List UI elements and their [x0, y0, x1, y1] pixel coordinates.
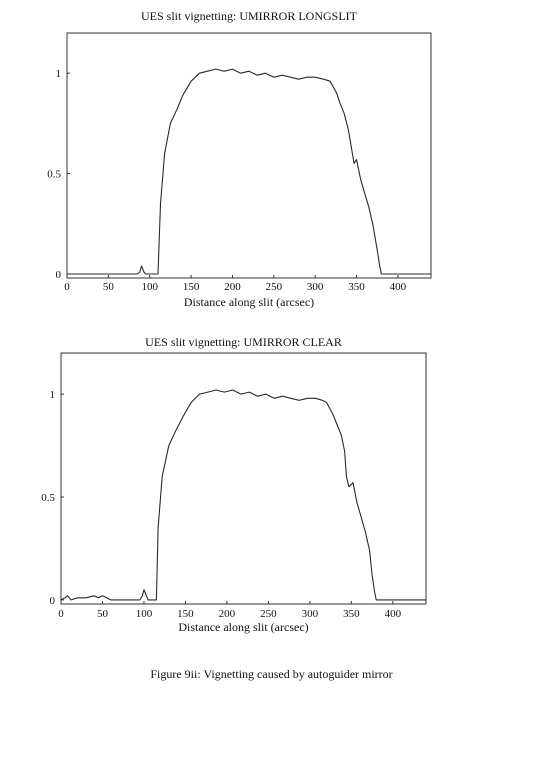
- x-tick-label: 250: [266, 281, 283, 293]
- x-tick-label: 150: [183, 281, 200, 293]
- figure-caption: Figure 9ii: Vignetting caused by autogui…: [150, 667, 393, 681]
- y-tick-label: 0.5: [47, 169, 61, 181]
- plot-frame: [60, 352, 427, 605]
- x-tick-label: 0: [64, 281, 70, 293]
- y-tick-label: 1: [50, 389, 56, 401]
- x-tick-label: 50: [97, 608, 109, 620]
- x-tick-label: 400: [385, 608, 402, 620]
- y-tick-label: 0: [50, 595, 56, 607]
- x-tick-label: 200: [219, 608, 236, 620]
- x-tick-label: 350: [348, 281, 365, 293]
- x-tick-label: 150: [177, 608, 194, 620]
- series-line: [60, 389, 426, 601]
- x-tick-label: 350: [343, 608, 360, 620]
- x-axis-label: Distance along slit (arcsec): [184, 295, 314, 309]
- chart-longslit: UES slit vignetting: UMIRROR LONGSLIT 0 50…: [47, 9, 432, 309]
- x-tick-label: 250: [260, 608, 277, 620]
- x-tick-label: 400: [390, 281, 407, 293]
- series-line: [67, 68, 431, 275]
- x-tick-label: 100: [141, 281, 158, 293]
- y-tick-label: 0.5: [41, 492, 55, 504]
- x-tick-label: 300: [302, 608, 319, 620]
- y-tick-label: 0: [56, 269, 62, 281]
- x-tick-label: 50: [103, 281, 115, 293]
- x-axis-label: Distance along slit (arcsec): [178, 620, 308, 634]
- x-tick-label: 200: [224, 281, 241, 293]
- x-tick-label: 0: [58, 608, 64, 620]
- chart-title: UES slit vignetting: UMIRROR LONGSLIT: [141, 9, 358, 23]
- x-tick-label: 300: [307, 281, 324, 293]
- plot-frame: [66, 32, 432, 279]
- chart-title: UES slit vignetting: UMIRROR CLEAR: [145, 335, 342, 349]
- y-tick-label: 1: [56, 68, 62, 80]
- x-tick-label: 100: [136, 608, 153, 620]
